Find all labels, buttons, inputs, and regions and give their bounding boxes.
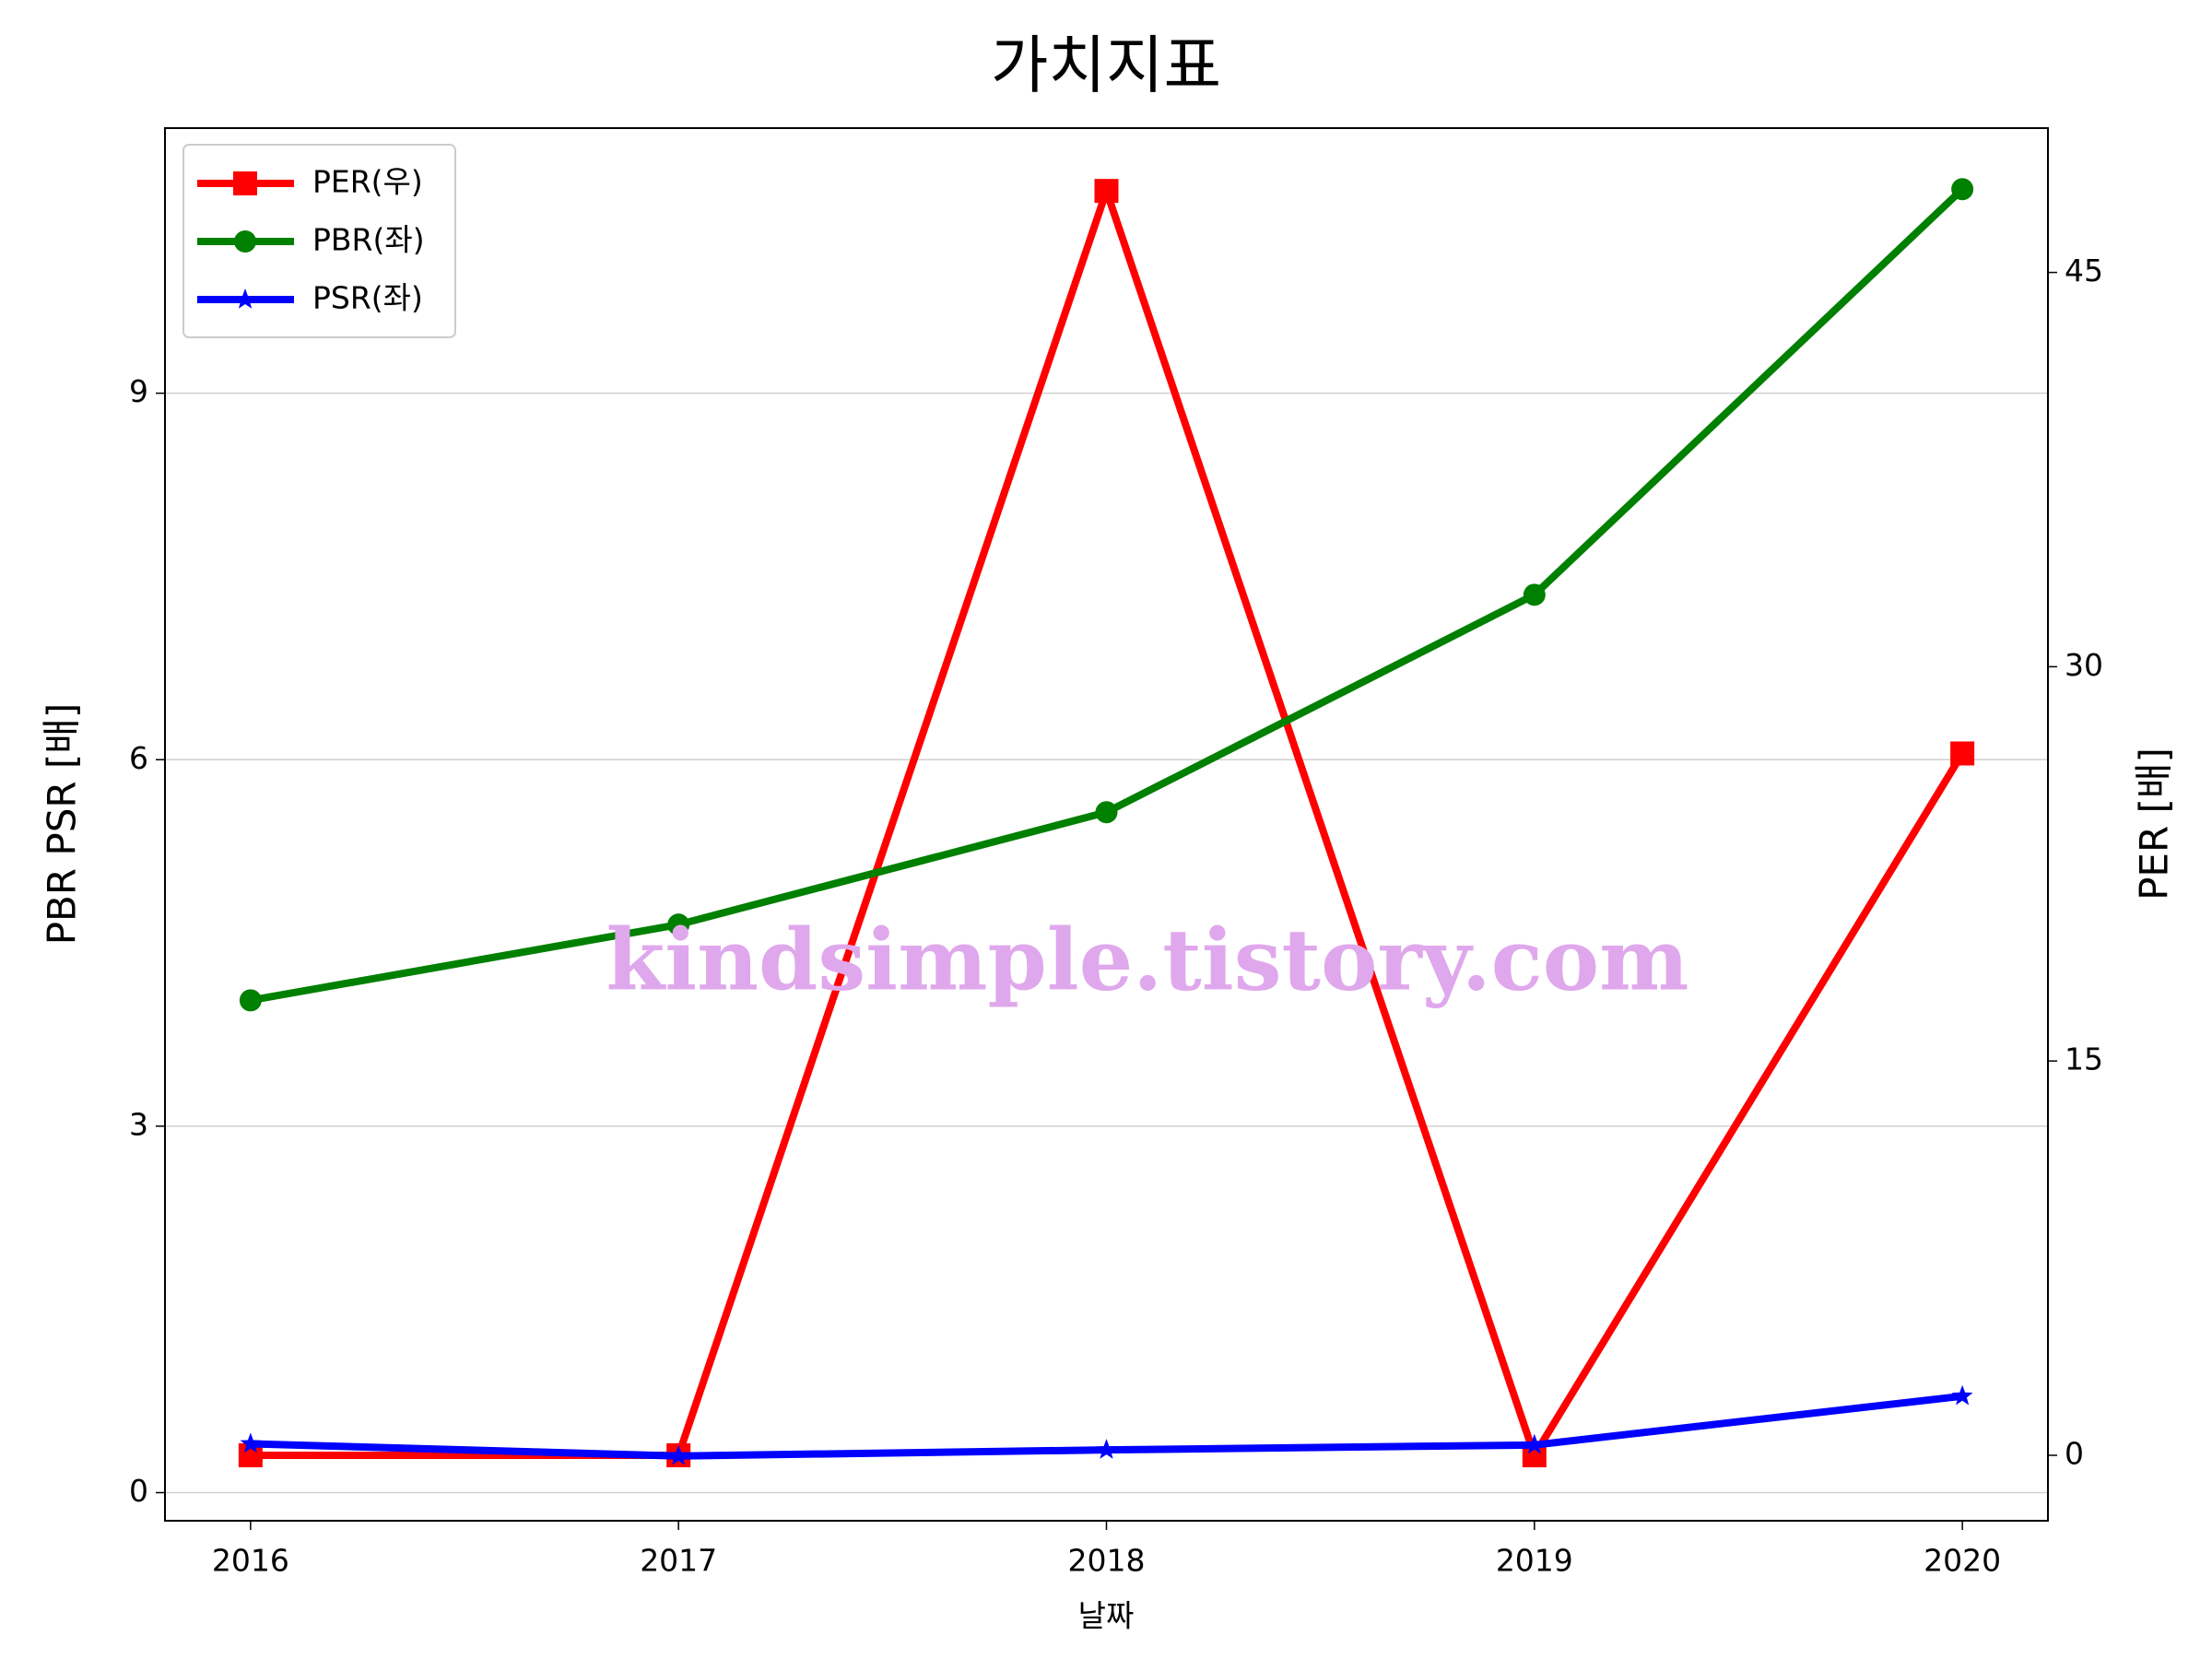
y-tick-label: 6 <box>129 740 148 776</box>
marker <box>1951 1384 1973 1406</box>
marker <box>1950 741 1975 766</box>
legend: PER(우) PBR(좌) PSR(좌) <box>182 144 456 338</box>
marker <box>1094 179 1119 204</box>
marker <box>233 171 257 195</box>
x-tick-label: 2018 <box>1068 1543 1146 1579</box>
x-tick-label: 2016 <box>212 1543 289 1579</box>
marker <box>1096 1439 1117 1459</box>
y-tick-label: 9 <box>129 373 148 409</box>
y-axis-label: PBR PSR [배] <box>40 703 85 946</box>
marker <box>667 913 690 936</box>
marker <box>240 1432 262 1453</box>
legend-label: PSR(좌) <box>312 280 423 316</box>
chart-title: 가치지표 <box>991 30 1221 103</box>
marker <box>239 989 262 1012</box>
y2-axis-label: PER [배] <box>2132 747 2177 900</box>
y-tick-label: 0 <box>129 1473 148 1509</box>
y2-tick-label: 45 <box>2065 253 2103 288</box>
legend-label: PBR(좌) <box>312 222 425 258</box>
watermark: kindsimple.tistory.com <box>606 911 1688 1010</box>
marker <box>667 1444 689 1465</box>
x-tick-label: 2019 <box>1496 1543 1573 1579</box>
marker <box>1095 801 1118 824</box>
x-axis-label: 날짜 <box>1078 1598 1135 1634</box>
x-tick-label: 2020 <box>1924 1543 2001 1579</box>
marker <box>1523 583 1546 606</box>
marker <box>234 288 256 309</box>
marker <box>234 230 256 253</box>
y2-tick-label: 15 <box>2065 1041 2103 1077</box>
marker <box>1951 178 1974 201</box>
x-tick-label: 2017 <box>640 1543 717 1579</box>
marker <box>1524 1433 1546 1454</box>
y2-tick-label: 0 <box>2065 1435 2084 1471</box>
y2-tick-label: 30 <box>2065 647 2103 683</box>
axes-frame <box>164 127 2049 1522</box>
legend-label: PER(우) <box>312 164 423 200</box>
y-tick-label: 3 <box>129 1106 148 1142</box>
